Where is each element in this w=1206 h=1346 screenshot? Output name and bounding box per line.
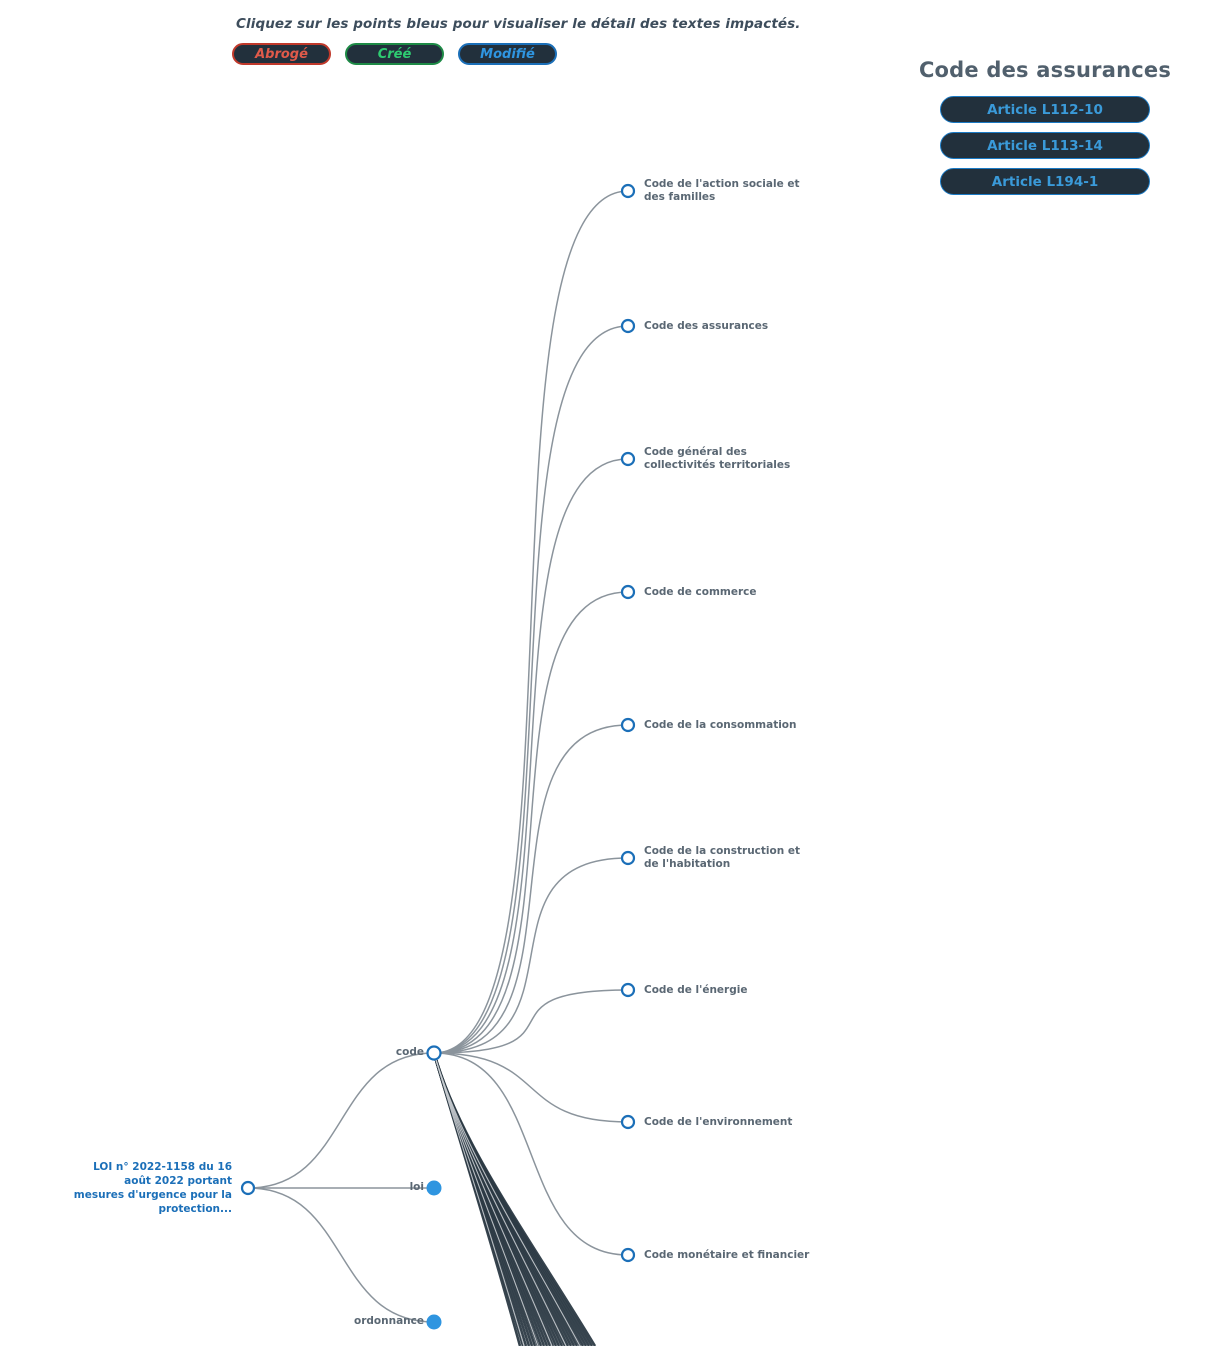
- legend-pill-modifie[interactable]: Modifié: [458, 43, 557, 65]
- edge-code-5: [433, 857, 629, 1054]
- edge-code-8: [433, 1052, 629, 1256]
- article-button-2[interactable]: Article L194-1: [940, 168, 1150, 195]
- code-label-8: Code monétaire et financier: [644, 1249, 810, 1261]
- edge-code-2: [433, 458, 629, 1054]
- edge-code-7: [433, 1052, 629, 1123]
- article-button-1[interactable]: Article L113-14: [940, 132, 1150, 159]
- code-label-7: Code de l'environnement: [644, 1116, 793, 1128]
- edge-code-0: [433, 190, 629, 1054]
- code-label-5: Code de la construction et de l'habitati…: [644, 845, 801, 870]
- graph-node-code-2[interactable]: [620, 451, 636, 467]
- edge-bundle-group: [432, 1052, 597, 1346]
- graph-node-code-8[interactable]: [620, 1247, 636, 1263]
- edge-category-ordonnance: [247, 1187, 435, 1323]
- side-panel-title: Code des assurances: [918, 58, 1172, 82]
- code-label-4: Code de la consommation: [644, 719, 797, 731]
- edge-code-1: [433, 325, 629, 1054]
- root-node-label: LOI n° 2022-1158 du 16 août 2022 portant…: [73, 1161, 232, 1215]
- legend-pill-cree[interactable]: Créé: [345, 43, 444, 65]
- graph-node-code-0[interactable]: [620, 183, 636, 199]
- edge-code-3: [433, 591, 629, 1054]
- code-label-0: Code de l'action sociale et des familles: [644, 178, 800, 203]
- side-panel: Code des assurances Article L112-10 Arti…: [905, 58, 1185, 204]
- legend-pill-abroge[interactable]: Abrogé: [232, 43, 331, 65]
- graph-node-code-1[interactable]: [620, 318, 636, 334]
- legend: Abrogé Créé Modifié: [232, 43, 557, 65]
- graph-node-code[interactable]: [426, 1045, 442, 1061]
- graph-node-root[interactable]: [240, 1180, 256, 1196]
- page-hint: Cliquez sur les points bleus pour visual…: [236, 16, 801, 32]
- graph-node-ordonnance[interactable]: [426, 1314, 442, 1330]
- graph-node-code-6[interactable]: [620, 982, 636, 998]
- category-label-loi: loi: [409, 1181, 424, 1193]
- article-button-0[interactable]: Article L112-10: [940, 96, 1150, 123]
- code-label-2: Code général des collectivités territori…: [644, 446, 791, 471]
- code-label-3: Code de commerce: [644, 586, 757, 598]
- edge-code-4: [433, 724, 629, 1054]
- edge-code-6: [433, 989, 629, 1054]
- edge-group: [247, 190, 629, 1323]
- code-label-1: Code des assurances: [644, 320, 769, 332]
- graph-node-code-5[interactable]: [620, 850, 636, 866]
- graph-node-code-3[interactable]: [620, 584, 636, 600]
- category-label-ordonnance: ordonnance: [354, 1315, 424, 1327]
- graph-node-loi[interactable]: [426, 1180, 442, 1196]
- graph-node-code-7[interactable]: [620, 1114, 636, 1130]
- category-label-code: code: [395, 1046, 424, 1058]
- code-label-6: Code de l'énergie: [644, 984, 748, 996]
- graph-node-code-4[interactable]: [620, 717, 636, 733]
- edge-category-code: [247, 1052, 435, 1189]
- node-group: [240, 183, 636, 1330]
